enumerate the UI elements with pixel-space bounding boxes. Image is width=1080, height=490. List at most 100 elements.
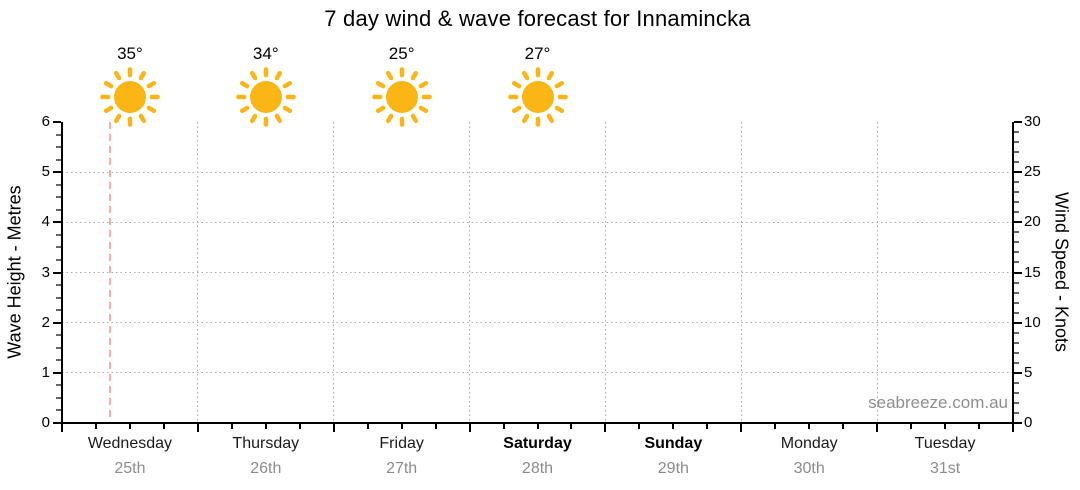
right-axis-major-tick [1014,121,1022,123]
left-axis-minor-tick [56,284,61,287]
x-axis-day-label: Saturday [503,435,572,452]
right-axis-minor-tick [1014,341,1019,344]
right-axis-minor-tick [1014,291,1019,294]
left-axis-line [61,122,63,424]
x-axis-minor-tick [94,424,97,429]
sunny-icon [507,66,569,128]
x-axis-minor-tick [672,424,675,429]
right-axis-minor-tick [1014,251,1019,254]
x-axis-minor-tick [502,424,505,429]
right-axis-tick-label: 15 [1024,263,1041,281]
right-axis-minor-tick [1014,181,1019,184]
x-axis-day-label: Tuesday [914,435,976,452]
x-axis-day-label: Wednesday [87,435,173,452]
left-axis-major-tick [53,371,61,374]
left-axis-minor-tick [56,346,61,349]
left-axis-major-tick [53,422,61,424]
chart-title: 7 day wind & wave forecast for Innaminck… [324,6,751,31]
x-axis-minor-tick [536,424,539,429]
sunny-icon [99,66,161,128]
right-axis-major-tick [1014,171,1022,174]
right-axis-minor-tick [1014,261,1019,264]
sunny-icon [235,66,297,128]
right-axis-tick-label: 30 [1024,113,1041,130]
x-axis-minor-tick [774,424,777,429]
right-axis-minor-tick [1014,301,1019,304]
horizontal-gridline [62,221,1013,223]
left-axis-minor-tick [56,233,61,236]
left-axis-minor-tick [56,334,61,337]
x-axis-day-label: Friday [379,435,424,452]
vertical-gridline [197,122,199,423]
x-axis-minor-tick [434,424,437,429]
right-axis-minor-tick [1014,161,1019,164]
x-axis-major-tick [876,424,879,432]
right-axis-minor-tick [1014,211,1019,214]
right-axis-minor-tick [1014,351,1019,354]
right-axis-minor-tick [1014,131,1019,134]
left-axis-tick-label: 0 [41,414,50,431]
x-axis-minor-tick [706,424,709,429]
left-axis-tick-label: 5 [41,163,50,181]
x-axis-date-label: 28th [521,460,554,477]
vertical-gridline [469,122,471,423]
x-axis-major-tick [740,424,743,432]
left-axis-minor-tick [56,296,61,299]
left-axis-minor-tick [56,146,61,149]
x-axis-major-tick [196,424,199,432]
right-axis-minor-tick [1014,151,1019,154]
temperature-label: 27° [524,44,551,63]
right-axis-minor-tick [1014,331,1019,334]
right-axis-tick-label: 10 [1024,313,1041,331]
sunny-icon [371,66,433,128]
x-axis-day-label: Thursday [232,435,300,452]
left-axis-minor-tick [56,133,61,136]
left-axis-minor-tick [56,208,61,211]
horizontal-gridline [62,372,1013,374]
left-axis-minor-tick [56,183,61,186]
left-axis-tick-label: 6 [41,113,50,130]
left-axis-major-tick [53,321,61,324]
x-axis-minor-tick [638,424,641,429]
right-axis-major-tick [1014,221,1022,224]
vertical-gridline [333,122,335,423]
x-axis-minor-tick [366,424,369,429]
right-axis-minor-tick [1014,391,1019,394]
right-axis-minor-tick [1014,191,1019,194]
left-axis-minor-tick [56,409,61,412]
bottom-axis-line [61,422,1014,424]
x-axis-minor-tick [808,424,811,429]
left-axis-major-tick [53,121,61,123]
watermark: seabreeze.com.au [868,393,1008,412]
x-axis-date-label: 25th [114,460,146,477]
x-axis-minor-tick [570,424,573,429]
left-axis-tick-label: 3 [41,263,50,281]
x-axis-minor-tick [978,424,981,429]
right-axis-minor-tick [1014,411,1019,414]
left-axis-tick-label: 2 [41,313,50,331]
horizontal-gridline [62,322,1013,324]
right-axis-line [1012,122,1014,424]
right-axis-major-tick [1014,422,1022,424]
x-axis-minor-tick [842,424,845,429]
x-axis-major-tick [332,424,335,432]
right-axis-major-tick [1014,321,1022,324]
x-axis-day-label: Monday [780,435,838,452]
left-axis-minor-tick [56,384,61,387]
left-axis-minor-tick [56,158,61,161]
vertical-gridline [740,122,742,423]
left-axis-minor-tick [56,246,61,249]
right-axis-minor-tick [1014,141,1019,144]
temperature-label: 25° [388,44,415,63]
left-axis-minor-tick [56,196,61,199]
vertical-gridline [604,122,606,423]
x-axis-minor-tick [128,424,131,429]
horizontal-gridline [62,272,1013,273]
x-axis-major-tick [604,424,607,432]
x-axis-minor-tick [298,424,301,429]
right-axis-major-tick [1014,371,1022,374]
right-axis-tick-label: 5 [1024,363,1033,381]
x-axis-date-label: 27th [386,460,418,477]
left-axis-major-tick [53,271,61,274]
